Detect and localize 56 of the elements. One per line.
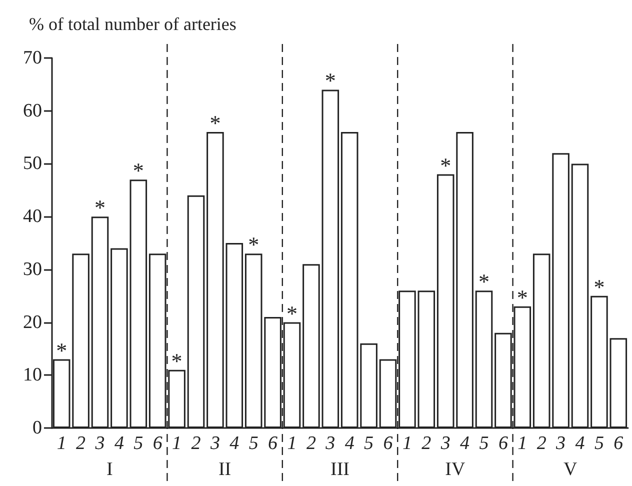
data-label: *: [594, 274, 605, 300]
text: V: [564, 459, 578, 480]
x-tick-label: 5: [134, 433, 144, 454]
x-tick-label: 5: [364, 433, 374, 454]
x-tick-label: 3: [440, 433, 450, 454]
text: II: [218, 459, 232, 480]
y-tick-label: 0: [32, 418, 42, 438]
data-label: *: [94, 195, 106, 220]
y-axis-title: % of total number of arteries: [29, 14, 236, 34]
x-tick-label: 2: [76, 433, 86, 454]
x-tick-label: 2: [536, 433, 547, 454]
x-tick-label: 5: [248, 433, 258, 454]
x-tick-label: 6: [268, 433, 278, 454]
x-tick-label: 6: [152, 433, 163, 454]
x-tick-label: 1: [518, 433, 528, 454]
data-label: *: [132, 158, 144, 184]
data-label: *: [210, 110, 221, 136]
data-label: *: [324, 68, 336, 94]
x-tick-label: 4: [114, 433, 124, 454]
x-tick-label: 3: [94, 433, 105, 454]
x-tick-label: 3: [555, 433, 566, 454]
x-tick-label: 2: [191, 433, 202, 454]
x-tick-label: 3: [324, 433, 336, 454]
data-label: *: [286, 300, 298, 326]
data-label: *: [440, 152, 452, 178]
x-tick-label: 6: [614, 433, 624, 454]
data-label: *: [248, 232, 260, 258]
y-tick-label: 10: [23, 364, 42, 386]
y-tick-label: 70: [23, 48, 42, 68]
y-tick-label: 30: [23, 258, 42, 280]
y-tick-label: 60: [23, 100, 42, 122]
data-label: *: [478, 269, 490, 294]
x-tick-label: 1: [402, 433, 412, 454]
x-tick-label: 2: [422, 433, 432, 454]
x-tick-label: 1: [287, 433, 297, 454]
x-tick-label: 6: [383, 433, 394, 454]
x-tick-label: 4: [230, 433, 240, 454]
x-tick-label: 4: [460, 433, 470, 454]
x-tick-label: 6: [498, 433, 508, 454]
x-tick-label: 2: [306, 433, 316, 454]
y-tick-label: 50: [23, 153, 42, 174]
data-label: *: [56, 338, 68, 363]
x-tick-label: 4: [344, 433, 355, 454]
y-tick-label: 40: [23, 206, 42, 228]
text: III: [330, 459, 350, 480]
data-label: *: [171, 348, 182, 374]
x-tick-label: 1: [172, 433, 182, 454]
x-tick-label: 4: [575, 433, 586, 454]
text: I: [106, 459, 113, 480]
x-tick-label: 5: [479, 433, 489, 454]
data-label: *: [516, 284, 528, 310]
text: IV: [445, 459, 466, 480]
x-tick-label: 5: [594, 433, 604, 454]
x-tick-label: 1: [56, 433, 66, 454]
y-tick-label: 20: [23, 312, 42, 333]
x-tick-label: 3: [209, 433, 220, 454]
